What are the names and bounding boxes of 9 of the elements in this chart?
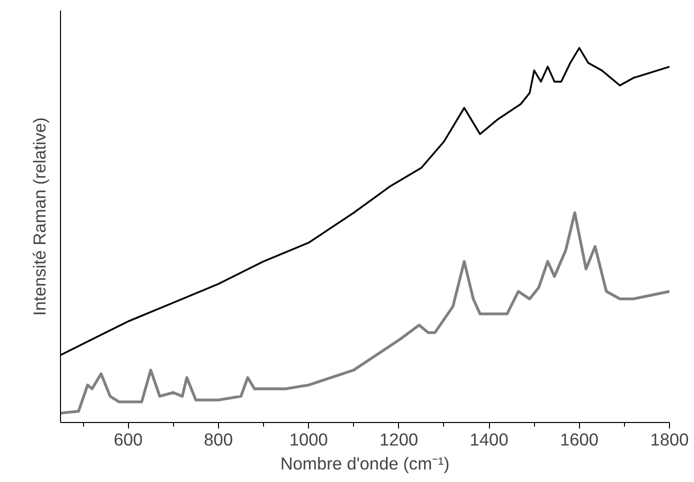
x-tick-label: 1200 [380, 430, 418, 450]
x-tick-label: 800 [204, 430, 233, 450]
x-tick-label: 1600 [560, 430, 599, 450]
x-tick-label: 1000 [289, 430, 328, 450]
x-tick-label: 1400 [470, 430, 508, 450]
x-tick-label: 600 [114, 430, 143, 450]
x-axis-title: Nombre d'onde (cm⁻¹) [280, 454, 450, 474]
y-axis-title: Intensité Raman (relative) [30, 117, 50, 316]
x-tick-label: 1800 [650, 430, 689, 450]
